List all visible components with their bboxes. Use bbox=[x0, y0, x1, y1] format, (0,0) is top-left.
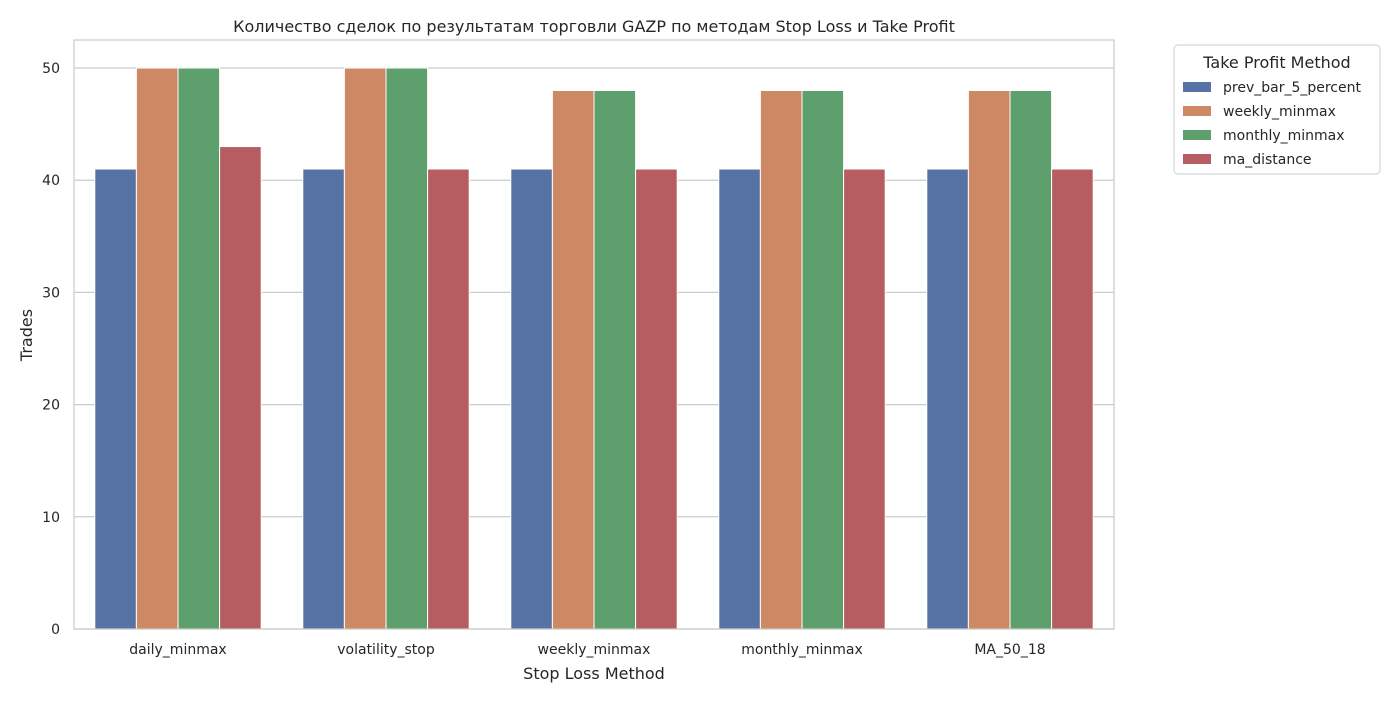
legend-label-monthly_minmax: monthly_minmax bbox=[1223, 128, 1345, 144]
bar-monthly_minmax-volatility_stop bbox=[385, 67, 429, 630]
bars bbox=[94, 67, 1094, 630]
bar-weekly_minmax-daily_minmax bbox=[135, 67, 179, 630]
bar-prev_bar_5_percent-monthly_minmax bbox=[718, 168, 761, 630]
y-tick-label: 20 bbox=[42, 398, 60, 414]
bar-weekly_minmax-MA_50_18 bbox=[967, 89, 1011, 630]
y-tick-labels: 0 10 20 30 40 50 bbox=[42, 61, 60, 638]
chart-title: Количество сделок по результатам торговл… bbox=[233, 17, 955, 36]
x-axis-label: Stop Loss Method bbox=[523, 664, 665, 683]
x-tick-label: monthly_minmax bbox=[741, 642, 863, 658]
legend-swatch-weekly_minmax bbox=[1183, 106, 1211, 116]
x-tick-label: daily_minmax bbox=[129, 642, 226, 658]
y-tick-label: 30 bbox=[42, 285, 60, 301]
bar-ma_distance-monthly_minmax bbox=[843, 168, 886, 630]
legend-swatch-ma_distance bbox=[1183, 154, 1211, 164]
plot-frame bbox=[73, 39, 1115, 630]
y-axis-label: Trades bbox=[17, 309, 36, 362]
bar-monthly_minmax-MA_50_18 bbox=[1009, 89, 1053, 630]
y-tick-label: 0 bbox=[51, 622, 60, 638]
legend-frame bbox=[1173, 44, 1381, 175]
bar-prev_bar_5_percent-volatility_stop bbox=[302, 168, 345, 630]
legend-label-prev_bar_5_percent: prev_bar_5_percent bbox=[1223, 80, 1361, 96]
bar-ma_distance-daily_minmax bbox=[219, 146, 262, 630]
x-tick-label: weekly_minmax bbox=[538, 642, 651, 658]
x-tick-labels: daily_minmax volatility_stop weekly_minmax… bbox=[129, 642, 1045, 658]
legend-title: Take Profit Method bbox=[1202, 53, 1350, 72]
bar-ma_distance-MA_50_18 bbox=[1051, 168, 1094, 630]
bar-ma_distance-weekly_minmax bbox=[635, 168, 678, 630]
bar-monthly_minmax-daily_minmax bbox=[177, 67, 221, 630]
y-tick-label: 50 bbox=[42, 61, 60, 77]
x-tick-label: MA_50_18 bbox=[974, 642, 1045, 658]
legend-label-ma_distance: ma_distance bbox=[1223, 152, 1312, 168]
y-tick-label: 10 bbox=[42, 510, 60, 526]
bar-weekly_minmax-weekly_minmax bbox=[551, 89, 595, 630]
bar-prev_bar_5_percent-daily_minmax bbox=[94, 168, 137, 630]
bar-prev_bar_5_percent-MA_50_18 bbox=[926, 168, 969, 630]
y-tick-label: 40 bbox=[42, 173, 60, 189]
bar-monthly_minmax-weekly_minmax bbox=[593, 89, 637, 630]
bar-weekly_minmax-volatility_stop bbox=[343, 67, 387, 630]
x-tick-label: volatility_stop bbox=[337, 642, 435, 658]
legend-swatch-prev_bar_5_percent bbox=[1183, 82, 1211, 92]
legend-swatch-monthly_minmax bbox=[1183, 130, 1211, 140]
legend-label-weekly_minmax: weekly_minmax bbox=[1223, 104, 1336, 120]
bar-ma_distance-volatility_stop bbox=[427, 168, 470, 630]
bar-weekly_minmax-monthly_minmax bbox=[759, 89, 803, 630]
bar-prev_bar_5_percent-weekly_minmax bbox=[510, 168, 553, 630]
legend: Take Profit Method prev_bar_5_percentwee… bbox=[1173, 44, 1381, 175]
bar-monthly_minmax-monthly_minmax bbox=[801, 89, 845, 630]
